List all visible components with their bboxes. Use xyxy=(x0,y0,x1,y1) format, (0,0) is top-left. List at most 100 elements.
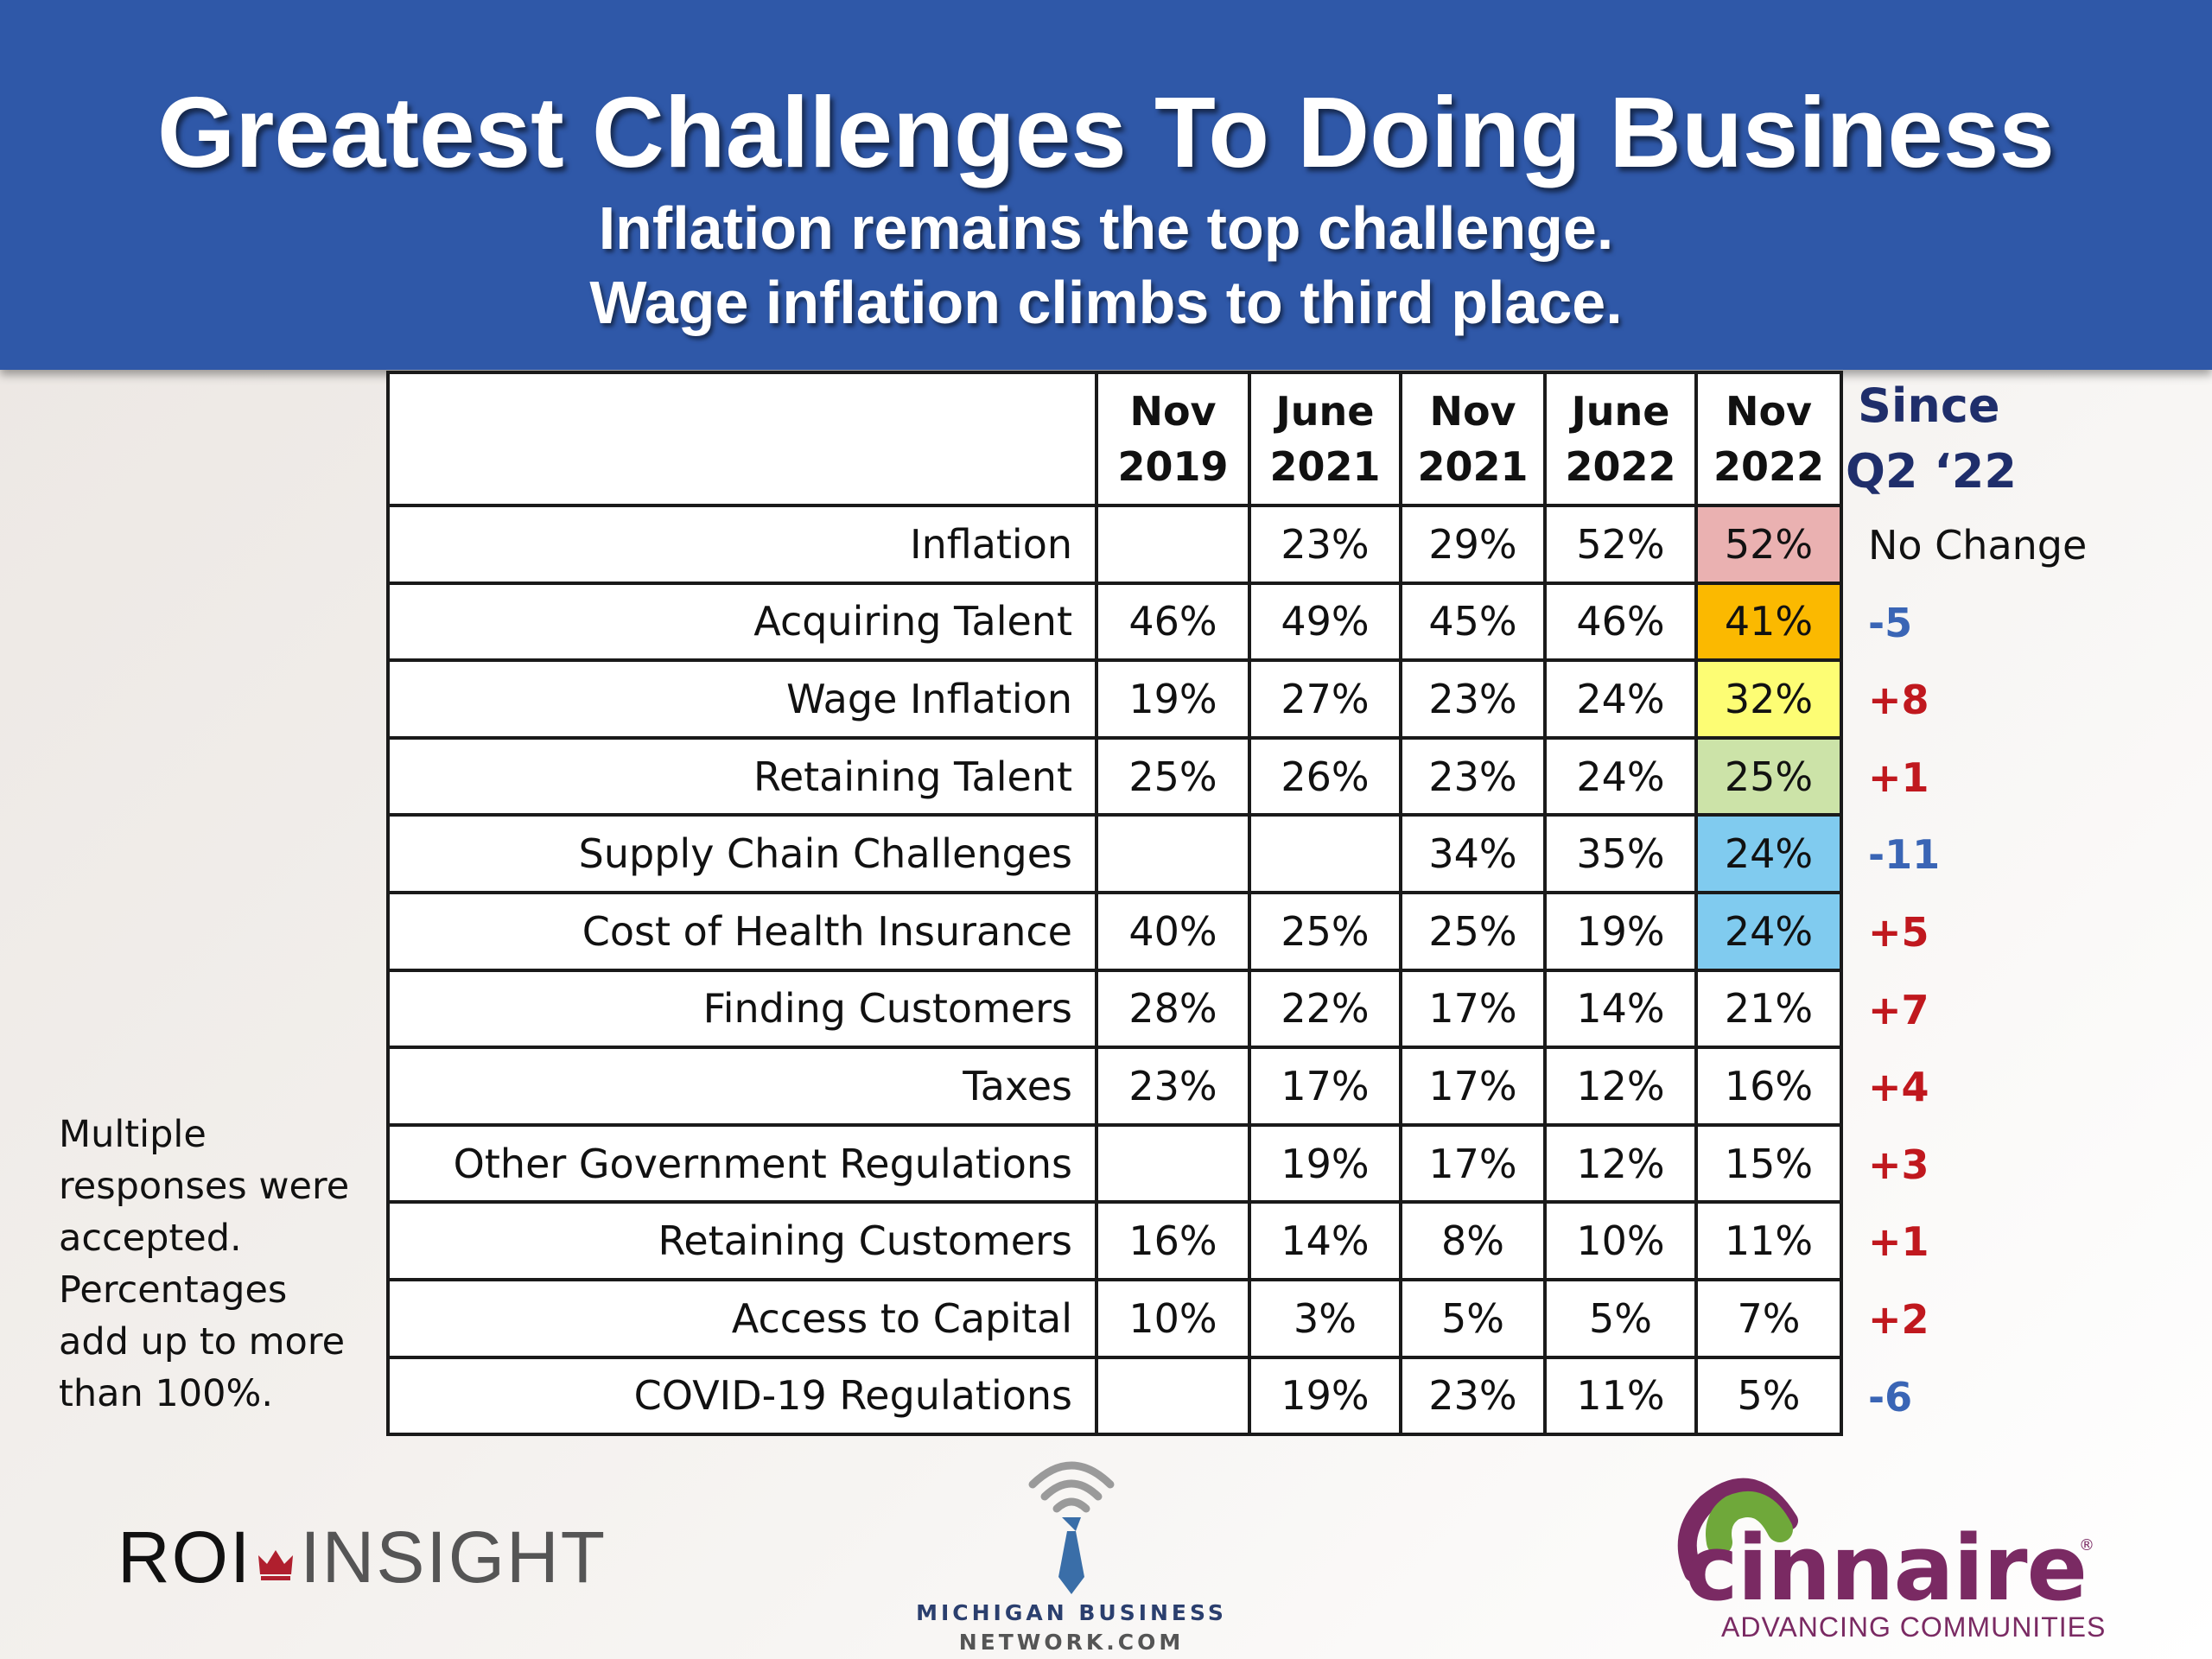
table-row: Finding Customers 28% 22% 17% 14% 21% xyxy=(386,968,1843,1050)
value-cell: 25% xyxy=(1694,735,1843,817)
value-cell: 28% xyxy=(1095,968,1251,1050)
value-cell: 10% xyxy=(1543,1200,1698,1281)
table-row: Taxes 23% 17% 17% 12% 16% xyxy=(386,1046,1843,1127)
value-cell: 17% xyxy=(1399,968,1547,1050)
value-cell xyxy=(1095,1355,1251,1437)
table-row: Other Government Regulations 19% 17% 12% 15% xyxy=(386,1122,1843,1205)
value-cell: 16% xyxy=(1095,1200,1251,1281)
cinnaire-swirl-icon xyxy=(1677,1478,1798,1582)
mbn-logo-line2: NETWORK.COM xyxy=(958,1630,1185,1655)
footnote-line: Percentages xyxy=(59,1268,288,1312)
value-cell: 23% xyxy=(1399,658,1547,740)
value-cell: 19% xyxy=(1248,1122,1402,1205)
value-cell: 19% xyxy=(1543,890,1698,972)
row-label: Other Government Regulations xyxy=(386,1122,1098,1205)
value-cell: 26% xyxy=(1248,735,1402,817)
table-header-row: Nov 2019 June 2021 Nov 2021 June 2022 Nov 202… xyxy=(386,371,1843,507)
value-cell: 41% xyxy=(1694,581,1843,663)
value-cell: 3% xyxy=(1248,1277,1402,1359)
value-cell: 17% xyxy=(1399,1046,1547,1127)
value-cell: 52% xyxy=(1694,504,1843,585)
since-header-line2: Q2 ‘22 xyxy=(1846,444,2017,499)
column-header: Nov 2022 xyxy=(1694,371,1843,507)
row-label: Inflation xyxy=(386,504,1098,585)
table-row: Acquiring Talent 46% 49% 45% 46% 41% xyxy=(386,581,1843,663)
change-value: +3 xyxy=(1868,1141,1929,1188)
cinnaire-logo: cinnaire ® ADVANCING COMMUNITIES xyxy=(1659,1469,2108,1650)
change-value: -5 xyxy=(1868,599,1913,646)
value-cell: 5% xyxy=(1694,1355,1843,1437)
footnote-line: accepted. xyxy=(59,1217,242,1260)
change-value: +1 xyxy=(1868,1218,1929,1266)
table-row: Cost of Health Insurance 40% 25% 25% 19% 24% xyxy=(386,890,1843,972)
challenges-table: Nov 2019 June 2021 Nov 2021 June 2022 Nov 202… xyxy=(386,371,1843,1437)
change-value: -6 xyxy=(1868,1373,1913,1421)
table-row: Supply Chain Challenges 34% 35% 24% xyxy=(386,813,1843,894)
value-cell: 23% xyxy=(1399,735,1547,817)
value-cell: 29% xyxy=(1399,504,1547,585)
table-row: COVID-19 Regulations 19% 23% 11% 5% xyxy=(386,1355,1843,1437)
value-cell: 46% xyxy=(1095,581,1251,663)
page-title: Greatest Challenges To Doing Business xyxy=(157,76,2055,188)
table-row: Retaining Customers 16% 14% 8% 10% 11% xyxy=(386,1200,1843,1281)
value-cell: 24% xyxy=(1694,890,1843,972)
value-cell: 23% xyxy=(1248,504,1402,585)
michigan-business-network-logo: MICHIGAN BUSINESS NETWORK.COM xyxy=(916,1452,1227,1657)
value-cell: 46% xyxy=(1543,581,1698,663)
cinnaire-tagline: ADVANCING COMMUNITIES xyxy=(1721,1611,2107,1643)
value-cell: 49% xyxy=(1248,581,1402,663)
value-cell: 34% xyxy=(1399,813,1547,894)
change-value: +1 xyxy=(1868,753,1929,801)
value-cell: 24% xyxy=(1543,735,1698,817)
roi-insight-logo: ROI INSIGHT xyxy=(118,1514,607,1600)
table-row: Inflation 23% 29% 52% 52% xyxy=(386,504,1843,585)
value-cell: 21% xyxy=(1694,968,1843,1050)
change-value: +4 xyxy=(1868,1064,1929,1111)
subtitle-line-2: Wage inflation climbs to third place. xyxy=(589,269,1623,336)
value-cell: 19% xyxy=(1095,658,1251,740)
since-q2-header: Since Q2 ‘22 xyxy=(1846,373,2031,505)
value-cell: 23% xyxy=(1399,1355,1547,1437)
value-cell: 40% xyxy=(1095,890,1251,972)
row-label: Acquiring Talent xyxy=(386,581,1098,663)
value-cell: 8% xyxy=(1399,1200,1547,1281)
table-row: Wage Inflation 19% 27% 23% 24% 32% xyxy=(386,658,1843,740)
change-value: +5 xyxy=(1868,909,1929,956)
change-value: +8 xyxy=(1868,677,1929,724)
value-cell: 16% xyxy=(1694,1046,1843,1127)
crown-icon xyxy=(258,1549,294,1580)
value-cell: 14% xyxy=(1543,968,1698,1050)
row-label: Access to Capital xyxy=(386,1277,1098,1359)
footnote-line: add up to more xyxy=(59,1320,346,1363)
change-value: +2 xyxy=(1868,1296,1929,1343)
value-cell: 25% xyxy=(1399,890,1547,972)
since-header-line1: Since xyxy=(1858,378,2000,433)
footnote-line: Multiple xyxy=(59,1113,207,1156)
value-cell: 14% xyxy=(1248,1200,1402,1281)
registered-mark: ® xyxy=(2079,1536,2094,1554)
value-cell: 10% xyxy=(1095,1277,1251,1359)
value-cell: 27% xyxy=(1248,658,1402,740)
row-label: COVID-19 Regulations xyxy=(386,1355,1098,1437)
value-cell: 7% xyxy=(1694,1277,1843,1359)
insight-logo-text: INSIGHT xyxy=(300,1516,607,1598)
mbn-logo-line1: MICHIGAN BUSINESS xyxy=(916,1600,1227,1625)
row-label: Wage Inflation xyxy=(386,658,1098,740)
value-cell: 17% xyxy=(1248,1046,1402,1127)
footnote-line: responses were xyxy=(59,1165,350,1208)
value-cell xyxy=(1095,504,1251,585)
value-cell: 52% xyxy=(1543,504,1698,585)
row-label: Retaining Talent xyxy=(386,735,1098,817)
subtitle-line-1: Inflation remains the top challenge. xyxy=(598,194,1614,262)
row-label: Supply Chain Challenges xyxy=(386,813,1098,894)
value-cell: 15% xyxy=(1694,1122,1843,1205)
value-cell: 11% xyxy=(1694,1200,1843,1281)
footnote-line: than 100%. xyxy=(59,1372,273,1415)
row-label: Finding Customers xyxy=(386,968,1098,1050)
value-cell: 24% xyxy=(1694,813,1843,894)
value-cell: 45% xyxy=(1399,581,1547,663)
value-cell: 11% xyxy=(1543,1355,1698,1437)
change-value: +7 xyxy=(1868,986,1929,1033)
value-cell: 24% xyxy=(1543,658,1698,740)
column-header: Nov 2019 xyxy=(1095,371,1251,507)
